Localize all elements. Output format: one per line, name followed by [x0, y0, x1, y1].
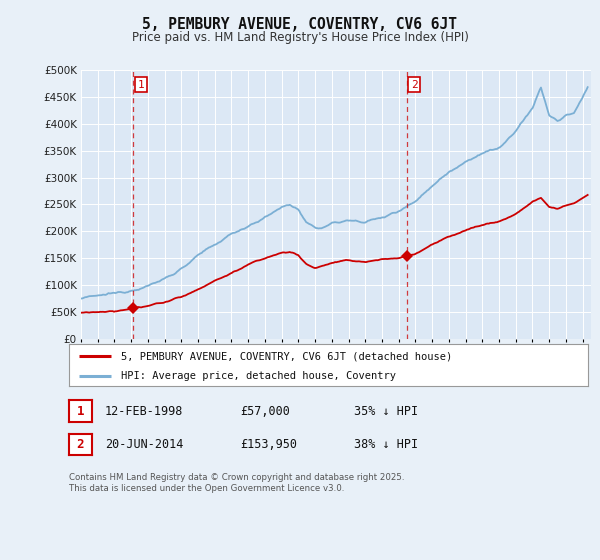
Text: Price paid vs. HM Land Registry's House Price Index (HPI): Price paid vs. HM Land Registry's House …	[131, 31, 469, 44]
Text: 1: 1	[137, 80, 144, 90]
Text: 1: 1	[77, 404, 84, 418]
Text: 20-JUN-2014: 20-JUN-2014	[105, 438, 184, 451]
Text: 5, PEMBURY AVENUE, COVENTRY, CV6 6JT: 5, PEMBURY AVENUE, COVENTRY, CV6 6JT	[143, 17, 458, 32]
Text: 2: 2	[411, 80, 418, 90]
Text: 38% ↓ HPI: 38% ↓ HPI	[354, 438, 418, 451]
Text: 12-FEB-1998: 12-FEB-1998	[105, 404, 184, 418]
Text: 2: 2	[77, 438, 84, 451]
Text: £153,950: £153,950	[240, 438, 297, 451]
Text: £57,000: £57,000	[240, 404, 290, 418]
Text: Contains HM Land Registry data © Crown copyright and database right 2025.
This d: Contains HM Land Registry data © Crown c…	[69, 473, 404, 493]
Text: 5, PEMBURY AVENUE, COVENTRY, CV6 6JT (detached house): 5, PEMBURY AVENUE, COVENTRY, CV6 6JT (de…	[121, 351, 452, 361]
Text: HPI: Average price, detached house, Coventry: HPI: Average price, detached house, Cove…	[121, 371, 396, 381]
Text: 35% ↓ HPI: 35% ↓ HPI	[354, 404, 418, 418]
